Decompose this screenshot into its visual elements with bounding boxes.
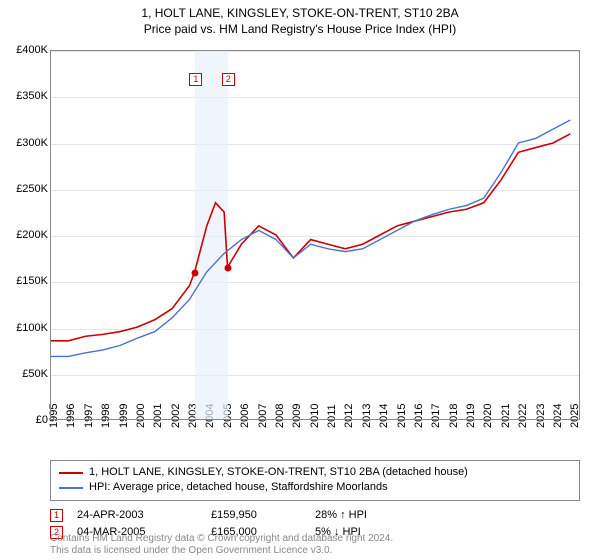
- chart-container: 1, HOLT LANE, KINGSLEY, STOKE-ON-TRENT, …: [0, 0, 600, 560]
- transaction-dot: [224, 265, 231, 272]
- y-tick-label: £350K: [16, 90, 48, 102]
- chart-subtitle: Price paid vs. HM Land Registry's House …: [0, 22, 600, 40]
- legend-section: 1, HOLT LANE, KINGSLEY, STOKE-ON-TRENT, …: [50, 460, 580, 541]
- legend-swatch-1: [59, 472, 83, 474]
- tx-pct-1: 28% ↑ HPI: [315, 509, 405, 521]
- footer-line-1: Contains HM Land Registry data © Crown c…: [50, 533, 393, 545]
- y-tick-label: £400K: [16, 44, 48, 56]
- transaction-row-1: 1 24-APR-2003 £159,950 28% ↑ HPI: [50, 507, 580, 524]
- legend-item-series2: HPI: Average price, detached house, Staf…: [59, 480, 571, 495]
- footer-text: Contains HM Land Registry data © Crown c…: [50, 533, 393, 557]
- y-tick-label: £200K: [16, 229, 48, 241]
- series-line: [51, 120, 570, 356]
- y-tick-label: £100K: [16, 322, 48, 334]
- legend-label-2: HPI: Average price, detached house, Staf…: [89, 480, 388, 495]
- transaction-label-box: 2: [222, 73, 235, 86]
- transaction-dot: [192, 270, 199, 277]
- y-tick-label: £50K: [22, 368, 48, 380]
- legend-label-1: 1, HOLT LANE, KINGSLEY, STOKE-ON-TRENT, …: [89, 465, 468, 480]
- y-tick-label: £250K: [16, 183, 48, 195]
- y-tick-label: £0: [36, 414, 48, 426]
- transaction-label-box: 1: [189, 73, 202, 86]
- tx-marker-1: 1: [50, 509, 63, 522]
- line-series: [51, 51, 579, 419]
- legend-swatch-2: [59, 487, 83, 489]
- series-line: [51, 134, 570, 341]
- tx-price-1: £159,950: [211, 509, 301, 521]
- legend-box: 1, HOLT LANE, KINGSLEY, STOKE-ON-TRENT, …: [50, 460, 580, 501]
- footer-line-2: This data is licensed under the Open Gov…: [50, 545, 393, 557]
- legend-item-series1: 1, HOLT LANE, KINGSLEY, STOKE-ON-TRENT, …: [59, 465, 571, 480]
- y-tick-label: £150K: [16, 275, 48, 287]
- tx-date-1: 24-APR-2003: [77, 509, 197, 521]
- y-tick-label: £300K: [16, 137, 48, 149]
- plot-area: 12: [50, 50, 580, 420]
- chart-title: 1, HOLT LANE, KINGSLEY, STOKE-ON-TRENT, …: [0, 0, 600, 22]
